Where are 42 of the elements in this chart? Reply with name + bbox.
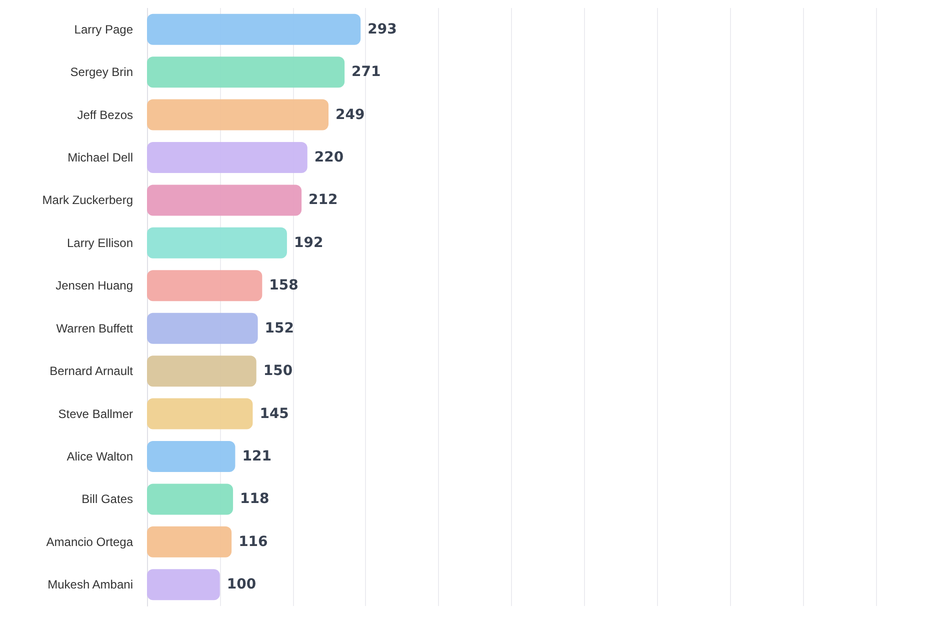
bar xyxy=(147,184,302,216)
data-label: 249 xyxy=(336,106,365,123)
y-tick-label: Sergey Brin xyxy=(70,65,133,80)
data-label: 220 xyxy=(314,150,344,166)
y-tick-label: Warren Buffett xyxy=(56,321,134,336)
bar xyxy=(147,441,236,472)
data-label: 100 xyxy=(226,576,256,593)
y-tick-label: Mukesh Ambani xyxy=(48,578,133,592)
data-label: 152 xyxy=(264,320,294,336)
y-tick-label: Jensen Huang xyxy=(56,278,133,293)
bar xyxy=(147,569,220,600)
data-label: 158 xyxy=(269,278,298,294)
data-label: 118 xyxy=(240,491,270,508)
data-label: 212 xyxy=(308,192,338,208)
y-tick-label: Michael Dell xyxy=(68,150,133,164)
y-tick-label: Mark Zuckerberg xyxy=(42,193,133,208)
bar xyxy=(147,526,232,558)
y-tick-label: Larry Ellison xyxy=(66,236,133,250)
y-tick-label: Larry Page xyxy=(74,22,134,36)
y-tick-label: Jeff Bezos xyxy=(77,108,133,122)
data-label: 271 xyxy=(352,64,381,80)
data-label: 121 xyxy=(242,448,272,464)
data-label: 116 xyxy=(238,534,268,550)
data-label: 150 xyxy=(263,363,293,380)
bar xyxy=(147,484,234,515)
y-tick-label: Bill Gates xyxy=(82,492,133,506)
bar xyxy=(147,14,361,45)
bar xyxy=(147,142,308,173)
y-tick-label: Alice Walton xyxy=(66,450,133,464)
y-tick-label: Bernard Arnault xyxy=(50,364,134,378)
bar xyxy=(147,227,287,258)
y-tick-label: Amancio Ortega xyxy=(46,534,134,549)
bar xyxy=(147,99,329,130)
y-tick-label: Steve Ballmer xyxy=(58,406,133,421)
data-label: 293 xyxy=(368,21,397,38)
bar xyxy=(147,398,253,430)
data-label: 145 xyxy=(260,406,289,422)
bar xyxy=(147,270,262,302)
bar xyxy=(147,56,345,88)
data-label: 192 xyxy=(294,234,324,251)
bar xyxy=(147,312,258,344)
bar xyxy=(147,356,256,387)
